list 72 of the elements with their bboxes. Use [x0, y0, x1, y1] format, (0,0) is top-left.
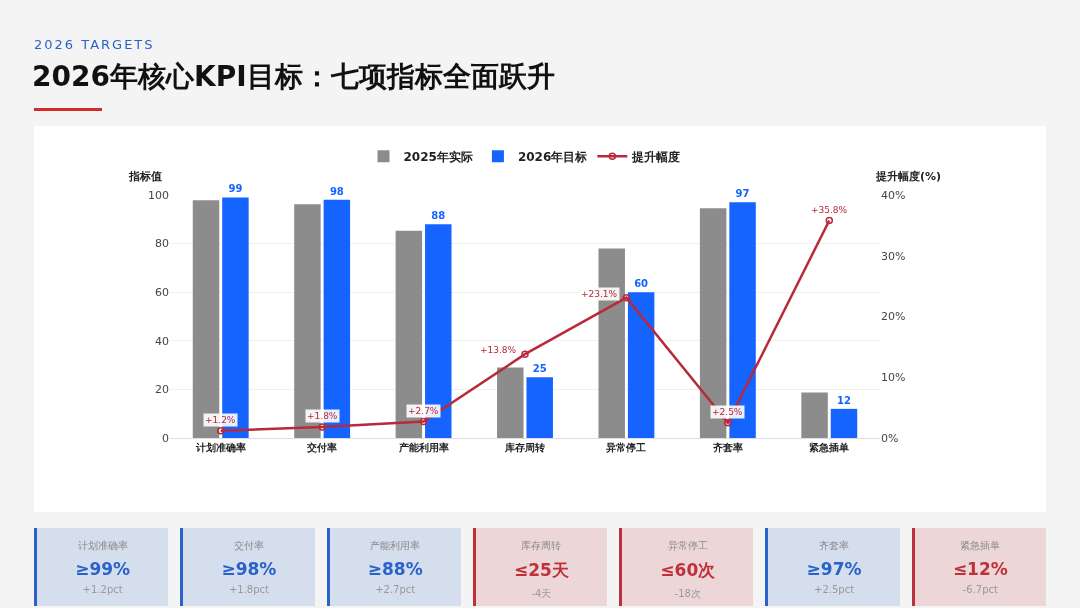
data-label: +23.1%: [581, 289, 618, 299]
y-tick-label: 80: [155, 237, 169, 251]
x-tick-label: 交付率: [306, 442, 338, 453]
x-tick-label: 齐套率: [712, 442, 743, 453]
y-tick-label: 0: [162, 431, 169, 445]
legend-label: 2025年实际: [403, 149, 473, 164]
chart-title: 2026年核心KPI目标：七项指标全面跃升: [32, 59, 555, 95]
bar: [526, 377, 553, 438]
x-tick-label: 计划准确率: [194, 442, 246, 453]
legend-label: 2026年目标: [517, 149, 588, 164]
text: ≤25天: [514, 560, 569, 580]
category-label: 齐套率: [818, 539, 851, 553]
data-label: 60: [634, 278, 649, 290]
text: +2.7pct: [374, 584, 417, 595]
category-label: 产能利用率: [369, 539, 422, 553]
bar: [497, 367, 524, 438]
text: -6.7pct: [961, 584, 999, 595]
text: ≥98%: [221, 559, 277, 579]
text: -18次: [673, 587, 702, 601]
data-label: 25: [532, 363, 547, 375]
point: [622, 293, 631, 302]
data-label: +35.8%: [811, 205, 848, 215]
data-label: +1.2%: [205, 415, 236, 425]
data-label: +1.8%: [307, 411, 338, 421]
data-label: +2.5%: [712, 407, 743, 417]
y2-tick-label: 10%: [881, 371, 906, 385]
category-label: 紧急插单: [959, 539, 1002, 553]
text: +1.8pct: [227, 584, 270, 595]
text: ≥97%: [806, 559, 862, 579]
y-tick-label: 100: [148, 188, 169, 202]
bar: [801, 392, 828, 438]
point: [521, 350, 529, 358]
bar: [830, 408, 858, 438]
y2-tick-label: 0%: [881, 431, 899, 445]
point: [419, 417, 428, 426]
point: [825, 216, 834, 225]
data-label: +13.8%: [480, 345, 517, 355]
legend-label: 提升幅度: [631, 149, 681, 164]
category-label: 库存周转: [520, 539, 563, 553]
text: -4天: [530, 587, 553, 601]
x-tick-label: 异常停工: [605, 442, 647, 453]
data-label: 98: [329, 185, 344, 197]
data-label: +2.7%: [408, 406, 439, 416]
text: +1.2pct: [81, 584, 124, 595]
data-label: 12: [837, 394, 851, 406]
y-tick-label: 40: [155, 334, 169, 348]
text: ≥99%: [75, 559, 131, 579]
text: ≤60次: [660, 560, 716, 580]
data-label: 88: [431, 210, 446, 222]
y2-tick-label: 40%: [881, 188, 906, 202]
text: ≥88%: [367, 559, 423, 579]
point: [318, 423, 326, 431]
y-tick-label: 60: [155, 286, 169, 300]
y2-tick-label: 30%: [881, 249, 906, 263]
text: ≤12%: [952, 559, 1008, 579]
y-axis-title: 指标值: [128, 170, 162, 183]
chart-subtitle: 2026 TARGETS: [34, 37, 155, 52]
x-tick-label: 库存周转: [504, 442, 545, 453]
category-label: 计划准确率: [76, 539, 129, 553]
x-tick-label: 产能利用率: [397, 442, 449, 453]
bar: [627, 292, 655, 438]
data-label: 99: [228, 183, 243, 195]
y2-axis-title: 提升幅度(%): [875, 170, 942, 183]
point: [724, 419, 732, 427]
point: [216, 426, 225, 435]
y2-tick-label: 20%: [881, 310, 906, 324]
category-label: 交付率: [232, 539, 265, 553]
x-tick-label: 紧急插单: [809, 442, 850, 453]
text: +2.5pct: [813, 584, 856, 595]
y-tick-label: 20: [155, 383, 169, 397]
category-label: 异常停工: [666, 539, 709, 553]
data-label: 97: [735, 188, 750, 200]
